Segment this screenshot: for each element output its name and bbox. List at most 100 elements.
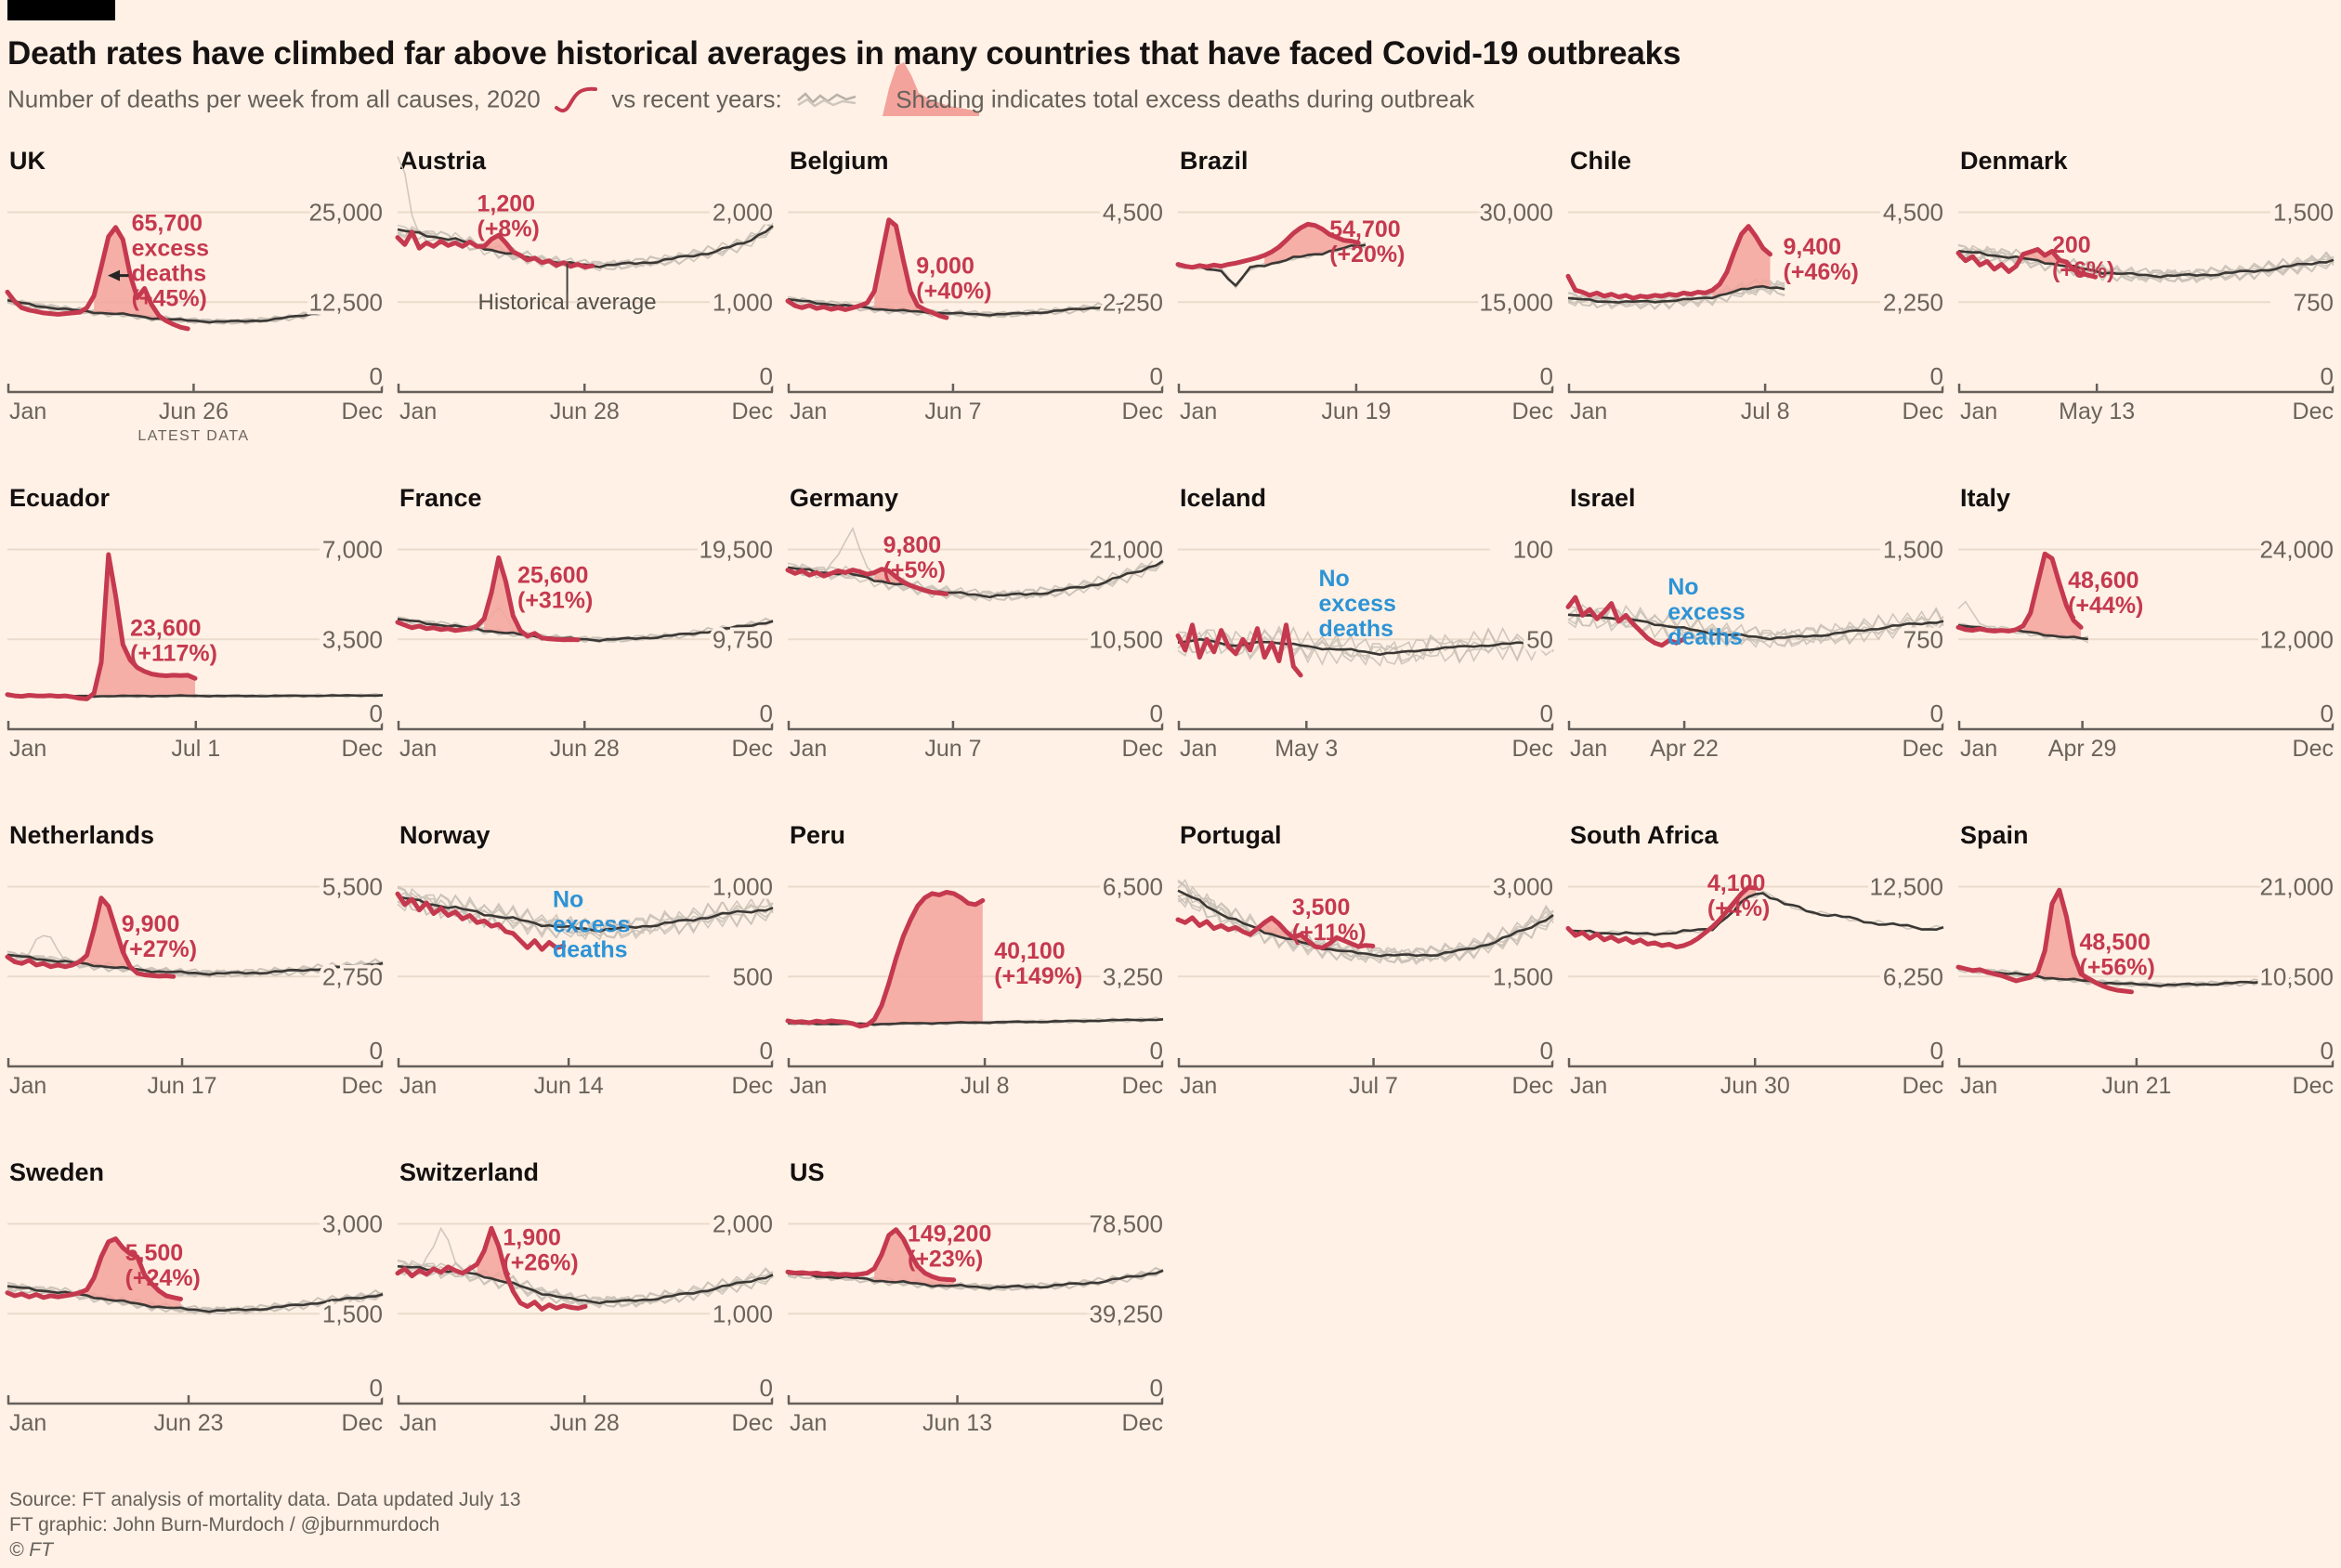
country-title: Denmark: [1960, 147, 2068, 175]
subtitle-year: 2020: [486, 85, 541, 113]
source-line: Source: FT analysis of mortality data. D…: [9, 1489, 521, 1510]
svg-text:excess: excess: [1319, 591, 1396, 617]
axis-labels: Jan Jun 7 Dec 21,000 10,500 0: [790, 532, 1167, 763]
x-axis: [1567, 721, 1944, 731]
svg-text:0: 0: [1540, 699, 1553, 727]
line-2020: [395, 891, 567, 952]
svg-text:9,000: 9,000: [916, 254, 974, 280]
svg-text:19,500: 19,500: [699, 536, 773, 564]
svg-text:(+46%): (+46%): [1784, 259, 1859, 285]
svg-text:Apr 29: Apr 29: [2048, 736, 2117, 762]
svg-text:Dec: Dec: [342, 1073, 383, 1099]
excess-annotation: 54,700(+20%): [1329, 216, 1405, 268]
excess-shading: [2037, 890, 2088, 981]
svg-text:1,000: 1,000: [713, 1300, 773, 1327]
svg-text:4,500: 4,500: [1883, 199, 1943, 227]
svg-text:1,000: 1,000: [713, 288, 773, 316]
excess-annotation: 1,200(+8%): [477, 190, 540, 242]
svg-text:(+4%): (+4%): [1707, 895, 1770, 921]
axis-labels: Jan Apr 29 Dec 24,000 12,000 0: [1960, 532, 2337, 763]
svg-text:39,250: 39,250: [1089, 1300, 1163, 1327]
svg-text:Dec: Dec: [2293, 399, 2334, 425]
gridlines: [1568, 885, 1880, 978]
chart-ecuador: 23,600(+117%) Jan Jul 1 Dec 7,000 3,500 0: [5, 532, 386, 762]
gridlines: [1958, 548, 2270, 641]
svg-text:40,100: 40,100: [994, 938, 1065, 964]
svg-text:Jan: Jan: [399, 736, 437, 762]
svg-text:4,500: 4,500: [1103, 199, 1163, 227]
svg-text:Jul 7: Jul 7: [1349, 1073, 1398, 1099]
svg-text:deaths: deaths: [1667, 624, 1743, 650]
svg-text:0: 0: [370, 1037, 383, 1065]
svg-text:Jun 7: Jun 7: [924, 399, 981, 425]
svg-text:7,000: 7,000: [322, 536, 383, 564]
svg-text:149,200: 149,200: [908, 1222, 991, 1248]
svg-text:Jun 28: Jun 28: [550, 736, 620, 762]
excess-annotation: 5,500(+24%): [125, 1240, 201, 1291]
svg-text:excess: excess: [132, 236, 209, 262]
line-2020: [1175, 221, 1361, 270]
gridlines: [398, 885, 710, 978]
subtitle-shading-word: Shading: [896, 85, 985, 114]
svg-text:Dec: Dec: [1122, 736, 1163, 762]
x-axis: [7, 1395, 384, 1405]
svg-text:deaths: deaths: [132, 261, 207, 287]
chart-chile: 9,400(+46%) Jan Jul 8 Dec 4,500 2,250 0: [1565, 195, 1947, 425]
svg-text:0: 0: [2321, 362, 2334, 390]
chart-switzerland: 1,900(+26%) Jan Jun 28 Dec 2,000 1,000 0: [395, 1207, 777, 1436]
svg-text:0: 0: [760, 362, 773, 390]
axis-labels: Jan May 13 Dec 1,500 750 0: [1960, 195, 2337, 425]
chart-austria: 1,200(+8%) Historical average Jan Jun 28 Dec…: [395, 156, 777, 425]
svg-text:48,500: 48,500: [2080, 930, 2151, 956]
svg-text:Jul 1: Jul 1: [171, 736, 220, 762]
excess-annotation: 1,900(+26%): [503, 1225, 578, 1276]
gridlines: [1178, 211, 1490, 304]
gridlines: [1958, 211, 2270, 304]
line-2020: [1955, 887, 2134, 995]
svg-text:Jun 13: Jun 13: [922, 1410, 992, 1436]
x-axis: [397, 1058, 774, 1068]
x-axis: [1567, 1058, 1944, 1068]
svg-text:Jan: Jan: [9, 1073, 46, 1099]
axis-labels: Jan Jun 19 Dec 30,000 15,000 0: [1180, 195, 1557, 425]
line-2020: [1565, 224, 1772, 301]
svg-text:Jun 7: Jun 7: [924, 736, 981, 762]
svg-text:48,600: 48,600: [2068, 568, 2138, 594]
gridlines: [7, 548, 320, 641]
svg-text:78,500: 78,500: [1089, 1210, 1163, 1238]
copyright-line: © FT: [9, 1538, 53, 1561]
svg-text:1,200: 1,200: [477, 190, 536, 216]
axis-labels: Jan Apr 22 Dec 1,500 750 0: [1570, 532, 1947, 763]
svg-text:Jan: Jan: [9, 399, 46, 425]
svg-text:Dec: Dec: [1903, 1073, 1943, 1099]
country-title: Peru: [790, 821, 846, 849]
line-2020: [785, 567, 949, 596]
svg-text:5,500: 5,500: [125, 1240, 184, 1266]
svg-text:(+31%): (+31%): [517, 587, 593, 613]
svg-text:Jan: Jan: [399, 1073, 437, 1099]
svg-text:excess: excess: [553, 912, 630, 938]
svg-text:0: 0: [2321, 1037, 2334, 1065]
svg-text:5,500: 5,500: [322, 873, 383, 901]
svg-text:0: 0: [1540, 362, 1553, 390]
historical-average-line: [787, 1269, 1164, 1290]
svg-text:12,500: 12,500: [308, 288, 383, 316]
excess-annotation: 23,600(+117%): [130, 616, 217, 667]
gridlines: [7, 1222, 320, 1315]
excess-annotation: 25,600(+31%): [517, 562, 593, 613]
svg-text:0: 0: [760, 699, 773, 727]
axis-labels: Jan Jul 8 Dec 6,500 3,250 0: [790, 869, 1167, 1100]
svg-text:Jun 21: Jun 21: [2101, 1073, 2171, 1099]
country-title: Belgium: [790, 147, 889, 175]
subtitle-vs: vs recent years:: [611, 85, 782, 113]
x-axis: [1957, 721, 2334, 731]
red-line-legend-icon: [555, 86, 597, 113]
panel-chile: Chile 9,400 (+46%) Jan Jul 8 Dec 4,500 2,250 0: [1565, 137, 1958, 475]
svg-text:Jun 26: Jun 26: [159, 399, 229, 425]
svg-text:9,900: 9,900: [122, 911, 180, 937]
chart-germany: 9,800(+5%) Jan Jun 7 Dec 21,000 10,500 0: [785, 526, 1167, 763]
svg-text:12,500: 12,500: [1869, 873, 1943, 901]
svg-text:15,000: 15,000: [1479, 288, 1553, 316]
